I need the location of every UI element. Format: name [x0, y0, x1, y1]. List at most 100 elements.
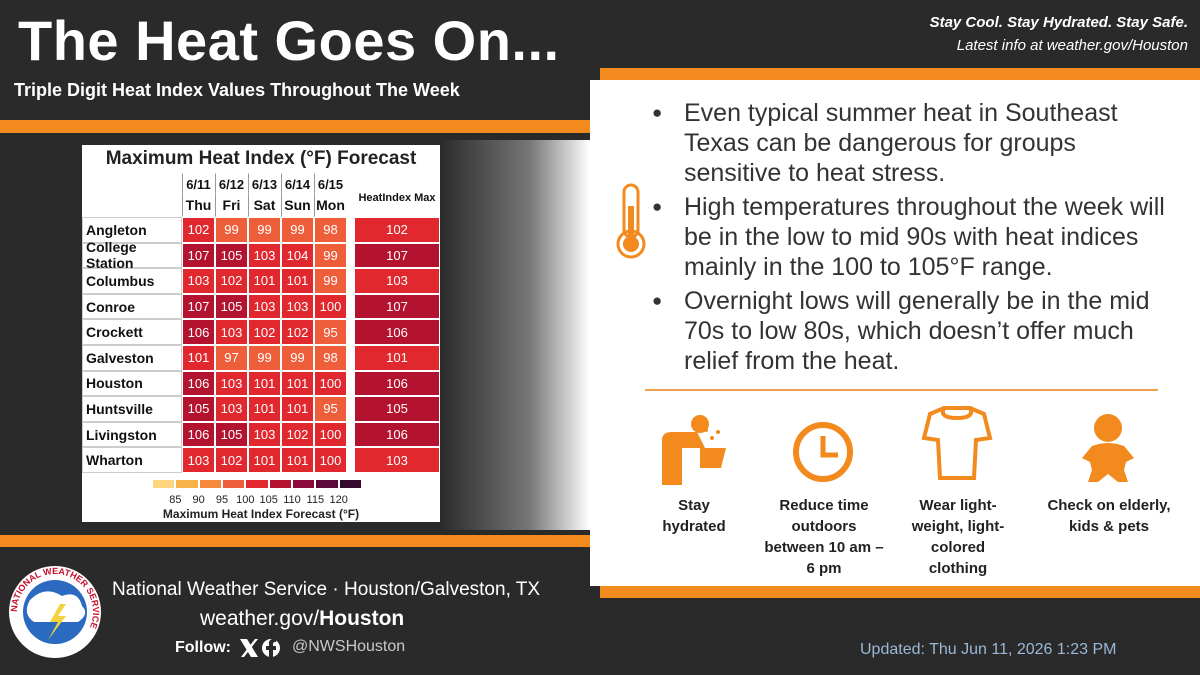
scale-swatch [268, 479, 292, 489]
subtitle: Triple Digit Heat Index Values Throughou… [14, 80, 460, 100]
scale-tick: 100 [236, 494, 255, 506]
tip: Reduce time outdoors between 10 am – 6 p… [764, 497, 884, 577]
location: Houston [82, 370, 182, 397]
heat-index-cell: 99 [314, 268, 347, 294]
location: College Station [82, 239, 182, 271]
heat-index-cell: 103 [182, 268, 215, 294]
location: Huntsville [82, 396, 182, 422]
divider [645, 389, 1158, 391]
location: Wharton [82, 447, 182, 473]
scale-swatch [222, 479, 246, 489]
heat-index-cell: 95 [314, 319, 347, 345]
max-cell: 106 [354, 319, 440, 345]
day-header: Sat [248, 193, 281, 217]
day-header: Fri [215, 193, 248, 217]
heat-index-cell: 106 [182, 421, 215, 448]
heat-index-cell: 103 [215, 396, 248, 422]
date-header: 6/12 [215, 173, 248, 195]
day-header: Mon [314, 193, 347, 217]
heat-index-cell: 106 [182, 370, 215, 397]
heat-index-cell: 97 [215, 345, 248, 371]
scale-tick: 110 [283, 494, 301, 506]
scale-swatch [315, 479, 339, 489]
max-cell: 106 [354, 370, 440, 397]
scale-swatch [292, 479, 316, 489]
website-office: Houston [319, 607, 405, 630]
heat-index-cell: 101 [281, 268, 314, 294]
scale-tick: 90 [192, 494, 205, 506]
heat-index-cell: 99 [215, 217, 248, 243]
max-cell: 105 [354, 396, 440, 422]
heat-index-cell: 104 [281, 242, 314, 269]
heat-index-cell: 105 [215, 421, 248, 448]
heat-index-cell: 103 [182, 447, 215, 473]
stripe [600, 68, 1200, 80]
max-cell: 101 [354, 345, 440, 371]
heat-index-cell: 101 [248, 268, 281, 294]
heat-index-cell: 105 [215, 242, 248, 269]
scale-label: Maximum Heat Index Forecast (°F) [162, 507, 360, 521]
heat-index-cell: 102 [182, 217, 215, 243]
tip: Stay hydrated [662, 497, 726, 535]
max-cell: 107 [354, 242, 440, 269]
table-title: Maximum Heat Index (°F) Forecast [105, 148, 417, 169]
max-cell: 102 [354, 217, 440, 243]
scale-swatch [152, 479, 176, 489]
logo-text: NATIONAL WEATHER SERVICE [9, 566, 101, 630]
location: Columbus [82, 268, 182, 294]
bullet: High temperatures throughout the week wi… [652, 192, 1172, 282]
x-icon [240, 639, 258, 657]
heat-index-cell: 103 [248, 293, 281, 320]
heat-index-cell: 99 [314, 242, 347, 269]
bullet: Overnight lows will generally be in the … [652, 286, 1172, 376]
handle: @NWSHouston [292, 638, 406, 655]
scale-swatch [338, 479, 362, 489]
heat-index-cell: 95 [314, 396, 347, 422]
bullet: Even typical summer heat in Southeast Te… [652, 98, 1172, 188]
heat-index-cell: 102 [281, 421, 314, 448]
heat-index-cell: 102 [215, 447, 248, 473]
follow-label: Follow: [175, 639, 231, 656]
heat-index-cell: 103 [215, 319, 248, 345]
heat-index-cell: 102 [215, 268, 248, 294]
info-line: Latest info at weather.gov/Houston [956, 37, 1188, 54]
heat-index-cell: 99 [281, 345, 314, 371]
heat-index-cell: 101 [281, 447, 314, 473]
heat-index-cell: 99 [248, 345, 281, 371]
updated: Updated: Thu Jun 11, 2026 1:23 PM [860, 641, 1117, 658]
website: weather.gov/Houston [200, 607, 404, 631]
scale-swatch [245, 479, 269, 489]
date-header: 6/14 [281, 173, 314, 195]
max-cell: 103 [354, 268, 440, 294]
stripe [0, 120, 600, 133]
stripe [0, 535, 600, 547]
heat-index-cell: 101 [248, 396, 281, 422]
day-header: Thu [182, 193, 215, 217]
heat-index-cell: 103 [215, 370, 248, 397]
heat-index-cell: 106 [182, 319, 215, 345]
day-header: Sun [281, 193, 314, 217]
heat-index-cell: 98 [314, 217, 347, 243]
date-header: 6/13 [248, 173, 281, 195]
heat-index-cell: 100 [314, 447, 347, 473]
max-cell: 106 [354, 421, 440, 448]
location: Conroe [82, 293, 182, 320]
heat-index-cell: 105 [182, 396, 215, 422]
heat-index-cell: 101 [248, 447, 281, 473]
heat-index-cell: 105 [215, 293, 248, 320]
max-cell: 103 [354, 447, 440, 473]
heat-index-cell: 100 [314, 421, 347, 448]
heat-index-cell: 102 [248, 319, 281, 345]
heat-index-cell: 100 [314, 370, 347, 397]
logo-label: NATIONAL WEATHER SERVICE [9, 566, 101, 630]
location: Crockett [82, 319, 182, 345]
location: Angleton [82, 217, 182, 243]
website-base: weather.gov/ [200, 607, 320, 630]
tip: Wear light-weight, light-colored clothin… [911, 497, 1005, 577]
title: The Heat Goes On... [18, 9, 560, 72]
heat-index-cell: 101 [182, 345, 215, 371]
gradient [440, 140, 590, 530]
heat-index-cell: 103 [281, 293, 314, 320]
forecast-table: Maximum Heat Index (°F) Forecast 6/11 Thu 6… [82, 145, 440, 522]
scale-tick: 85 [169, 494, 182, 506]
